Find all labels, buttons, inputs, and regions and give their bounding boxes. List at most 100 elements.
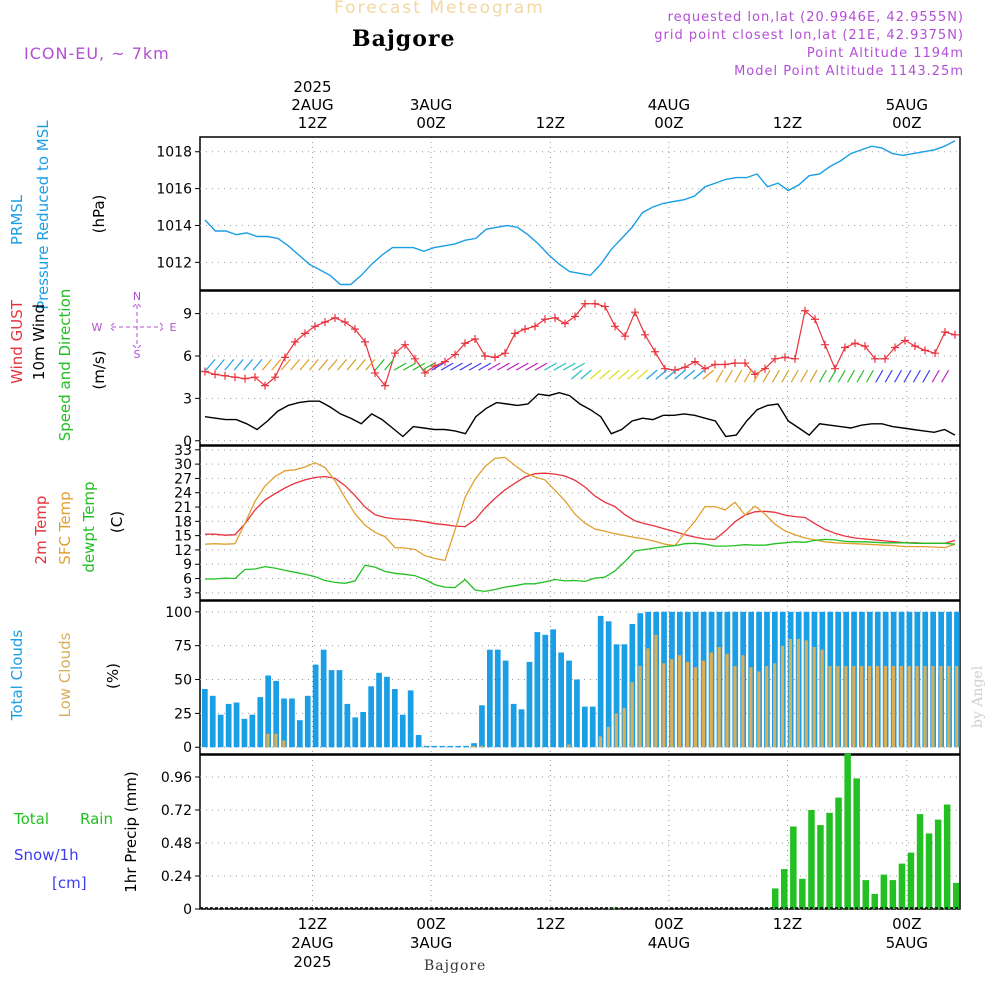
bottom-time-label-hour: 00Z	[416, 915, 445, 933]
total-cloud-bar	[582, 706, 588, 748]
wind-direction-arrow	[393, 362, 407, 371]
rain-bar	[889, 880, 897, 909]
wind-direction-arrow	[308, 359, 319, 371]
y-tick-label: 0.24	[161, 869, 192, 885]
low-cloud-bar	[828, 666, 832, 748]
total-cloud-bar	[574, 679, 580, 748]
rain-bar	[844, 753, 851, 909]
temperature-line	[204, 456, 956, 562]
gust-marker	[811, 315, 819, 324]
wind-direction-arrow	[922, 369, 931, 383]
requested-coordinates: requested lon,lat (20.9946E, 42.9555N)	[667, 10, 964, 25]
gust-marker	[451, 350, 459, 359]
gust-marker	[231, 373, 239, 382]
wind-direction-arrow	[337, 359, 348, 371]
low-cloud-bar	[709, 652, 713, 748]
gust-marker	[921, 346, 929, 355]
bottom-time-label-date: 3AUG	[410, 934, 452, 952]
gust-marker	[671, 366, 679, 375]
wind-direction-arrow	[497, 362, 510, 371]
rain-bar	[916, 814, 924, 909]
gust-marker	[461, 339, 469, 348]
total-cloud-bar	[479, 705, 485, 748]
total-cloud-bar	[257, 697, 264, 748]
low-cloud-bar	[282, 740, 286, 748]
low-cloud-bar	[685, 661, 690, 748]
top-time-label-date: 3AUG	[410, 96, 452, 114]
total-cloud-bar	[494, 649, 501, 748]
low-cloud-bar	[472, 745, 476, 748]
low-cloud-bar	[836, 666, 840, 748]
model-label: ICON-EU, ~ 7km	[24, 44, 170, 63]
wind-direction-arrow	[318, 359, 329, 371]
gust-marker	[791, 354, 799, 363]
rain-bar	[772, 888, 779, 909]
wind-direction-arrow	[355, 359, 366, 371]
low-cloud-bar	[868, 666, 872, 748]
low-cloud-bar	[773, 663, 777, 748]
total-cloud-bar	[487, 649, 493, 748]
temp-unit: (C)	[108, 511, 126, 533]
gust-marker	[291, 337, 299, 346]
total-cloud-bar	[431, 745, 438, 748]
wind-direction-arrow	[468, 362, 482, 371]
total-cloud-bar	[368, 686, 374, 748]
low-cloud-bar	[725, 653, 729, 748]
gust-marker	[471, 335, 479, 344]
wind-direction-arrow	[912, 369, 921, 383]
top-time-label-date: 4AUG	[648, 96, 690, 114]
wind-direction-arrow	[818, 369, 827, 383]
total-cloud-bar	[312, 664, 319, 748]
gust-marker	[771, 354, 779, 363]
gust-marker	[311, 322, 319, 331]
gust-marker	[701, 364, 709, 373]
wind-direction-arrow	[421, 362, 435, 371]
low-cloud-bar	[765, 666, 769, 748]
wind-line	[204, 391, 956, 438]
wind-direction-arrow	[608, 369, 620, 380]
temp-label: 2m Temp	[32, 496, 50, 565]
low-cloud-bar	[598, 736, 602, 748]
panel-frame	[199, 754, 961, 910]
wind-direction-arrow	[365, 359, 376, 371]
total-cloud-bar	[455, 745, 461, 748]
wind-direction-arrow	[261, 359, 272, 371]
gust-marker	[201, 367, 209, 376]
panel-frame	[199, 600, 961, 755]
total-cloud-bar	[281, 698, 287, 748]
total-cloud-bar	[423, 745, 430, 748]
total-cloud-bar	[304, 695, 311, 748]
gust-marker	[901, 336, 909, 345]
rain-bar	[817, 825, 824, 909]
y-tick-label: 21	[174, 500, 192, 516]
rain-bar	[934, 819, 942, 909]
gust-marker	[951, 330, 959, 339]
compass-s: S	[134, 348, 141, 361]
total-cloud-bar	[407, 690, 414, 748]
total-cloud-bar	[202, 689, 208, 748]
low-cloud-bar	[480, 745, 484, 748]
wind-direction-arrow	[384, 359, 395, 371]
top-time-label-hour: 00Z	[416, 114, 445, 132]
wind-direction-arrow	[280, 359, 291, 371]
total-cloud-bar	[518, 709, 525, 748]
gust-marker	[401, 340, 409, 349]
wind-direction-arrow	[828, 369, 837, 383]
total-cloud-bar	[265, 675, 271, 748]
low-cloud-bar	[931, 666, 935, 748]
total-cloud-bar	[289, 698, 295, 748]
wind-direction-arrow	[771, 369, 780, 383]
direction-label: Speed and Direction	[56, 289, 74, 442]
wind-direction-arrow	[450, 362, 463, 371]
total-cloud-bar	[297, 720, 303, 748]
wind-direction-arrow	[847, 369, 856, 383]
gust-marker	[801, 306, 809, 315]
wind-direction-arrow	[753, 369, 762, 383]
gust-marker	[321, 318, 329, 327]
low-cloud-bar	[606, 726, 610, 748]
wind-direction-arrow	[572, 362, 586, 371]
y-tick-label: 30	[174, 457, 192, 473]
wind-direction-arrow	[599, 369, 611, 380]
total-cloud-bar	[542, 634, 549, 748]
gust-marker	[731, 359, 739, 368]
